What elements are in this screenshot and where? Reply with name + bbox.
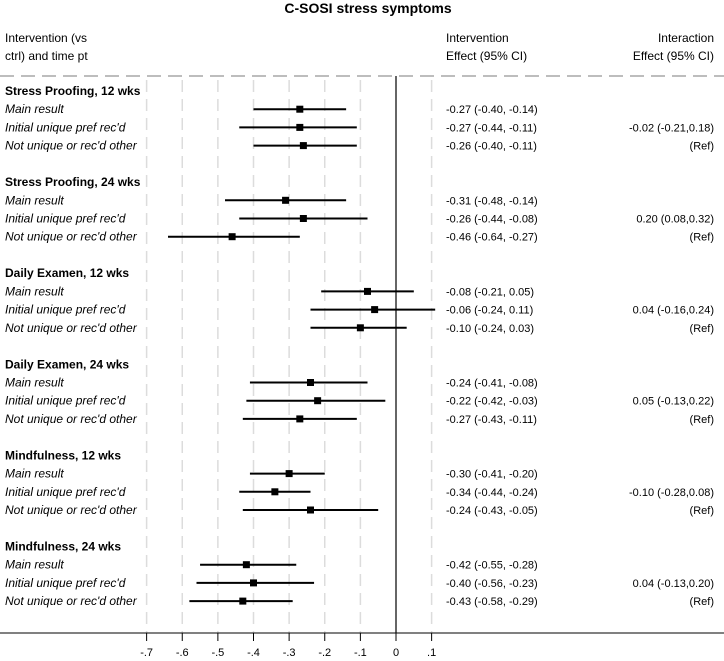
point-estimate (299, 142, 307, 150)
interaction-value: 0.20 (0.08,0.32) (636, 214, 714, 226)
row-label: Initial unique pref rec'd (5, 212, 126, 226)
point-estimate (307, 379, 314, 386)
effect-value: -0.10 (-0.24, 0.03) (446, 323, 534, 335)
x-tick-label: -.6 (176, 647, 189, 659)
interaction-value: (Ref) (690, 414, 714, 426)
point-estimate (285, 470, 293, 478)
header-mid-line1: Intervention (446, 31, 509, 45)
x-tick-label: -.5 (211, 647, 224, 659)
x-tick-label: 0 (393, 647, 399, 659)
row-label: Initial unique pref rec'd (5, 576, 126, 590)
effect-value: -0.22 (-0.42, -0.03) (446, 396, 538, 408)
group-title: Stress Proofing, 24 wks (5, 175, 141, 189)
row-label: Main result (5, 467, 64, 481)
row-label: Initial unique pref rec'd (5, 303, 126, 317)
interaction-value: -0.02 (-0.21,0.18) (629, 122, 714, 134)
x-tick-label: .1 (427, 647, 436, 659)
interaction-value: 0.04 (-0.13,0.20) (633, 578, 714, 590)
group-title: Stress Proofing, 12 wks (5, 84, 141, 98)
row-label: Main result (5, 102, 64, 116)
effect-value: -0.26 (-0.40, -0.11) (446, 141, 537, 153)
point-estimate (356, 324, 364, 332)
point-estimate (296, 105, 304, 113)
row-label: Not unique or rec'd other (5, 594, 138, 608)
point-estimate (271, 488, 279, 496)
effect-value: -0.30 (-0.41, -0.20) (446, 469, 538, 481)
chart-title: C-SOSI stress symptoms (284, 0, 451, 16)
effect-value: -0.06 (-0.24, 0.11) (446, 305, 533, 317)
point-estimate (296, 415, 304, 423)
row-label: Initial unique pref rec'd (5, 120, 126, 134)
row-label: Not unique or rec'd other (5, 412, 138, 426)
interaction-value: (Ref) (690, 596, 714, 608)
effect-value: -0.26 (-0.44, -0.08) (446, 214, 538, 226)
x-tick-label: -.4 (247, 647, 260, 659)
effect-value: -0.40 (-0.56, -0.23) (446, 578, 538, 590)
header-right-line2: Effect (95% CI) (633, 49, 714, 63)
header-mid-line2: Effect (95% CI) (446, 49, 527, 63)
interaction-value: (Ref) (690, 323, 714, 335)
effect-value: -0.08 (-0.21, 0.05) (446, 286, 534, 298)
point-estimate (371, 306, 379, 314)
effect-value: -0.43 (-0.58, -0.29) (446, 596, 538, 608)
header-right-line1: Interaction (658, 31, 714, 45)
point-estimate (296, 123, 304, 131)
point-estimate (282, 196, 290, 204)
effect-value: -0.24 (-0.41, -0.08) (446, 378, 538, 390)
x-tick-label: -.1 (354, 647, 367, 659)
row-label: Not unique or rec'd other (5, 503, 138, 517)
point-estimate (250, 579, 257, 587)
interaction-value: 0.04 (-0.16,0.24) (633, 305, 714, 317)
effect-value: -0.27 (-0.44, -0.11) (446, 122, 537, 134)
row-label: Main result (5, 193, 64, 207)
header-left-line2: ctrl) and time pt (5, 49, 88, 63)
group-title: Mindfulness, 12 wks (5, 448, 121, 462)
interaction-value: (Ref) (690, 505, 714, 517)
header-left-line1: Intervention (vs (5, 31, 87, 45)
effect-value: -0.31 (-0.48, -0.14) (446, 195, 538, 207)
row-label: Initial unique pref rec'd (5, 394, 126, 408)
effect-value: -0.34 (-0.44, -0.24) (446, 487, 538, 499)
effect-value: -0.24 (-0.43, -0.05) (446, 505, 538, 517)
x-tick-label: -.3 (283, 647, 296, 659)
point-estimate (307, 506, 314, 514)
row-label: Not unique or rec'd other (5, 139, 138, 153)
row-label: Initial unique pref rec'd (5, 485, 126, 499)
point-estimate (228, 233, 236, 241)
x-tick-label: -.2 (318, 647, 331, 659)
group-title: Daily Examen, 24 wks (5, 357, 129, 371)
group-title: Mindfulness, 24 wks (5, 540, 121, 554)
point-estimate (314, 397, 322, 405)
effect-value: -0.46 (-0.64, -0.27) (446, 232, 538, 244)
point-estimate (239, 597, 247, 605)
interaction-value: 0.05 (-0.13,0.22) (633, 396, 714, 408)
point-estimate (299, 215, 307, 222)
point-estimate (242, 561, 250, 569)
interaction-value: -0.10 (-0.28,0.08) (629, 487, 714, 499)
row-label: Main result (5, 376, 64, 390)
row-label: Not unique or rec'd other (5, 321, 138, 335)
interaction-value: (Ref) (690, 141, 714, 153)
interaction-value: (Ref) (690, 232, 714, 244)
row-label: Not unique or rec'd other (5, 230, 138, 244)
row-label: Main result (5, 284, 64, 298)
row-label: Main result (5, 558, 64, 572)
effect-value: -0.27 (-0.43, -0.11) (446, 414, 537, 426)
point-estimate (364, 287, 371, 295)
group-title: Daily Examen, 12 wks (5, 266, 129, 280)
effect-value: -0.42 (-0.55, -0.28) (446, 560, 538, 572)
effect-value: -0.27 (-0.40, -0.14) (446, 104, 538, 116)
x-tick-label: -.7 (140, 647, 153, 659)
